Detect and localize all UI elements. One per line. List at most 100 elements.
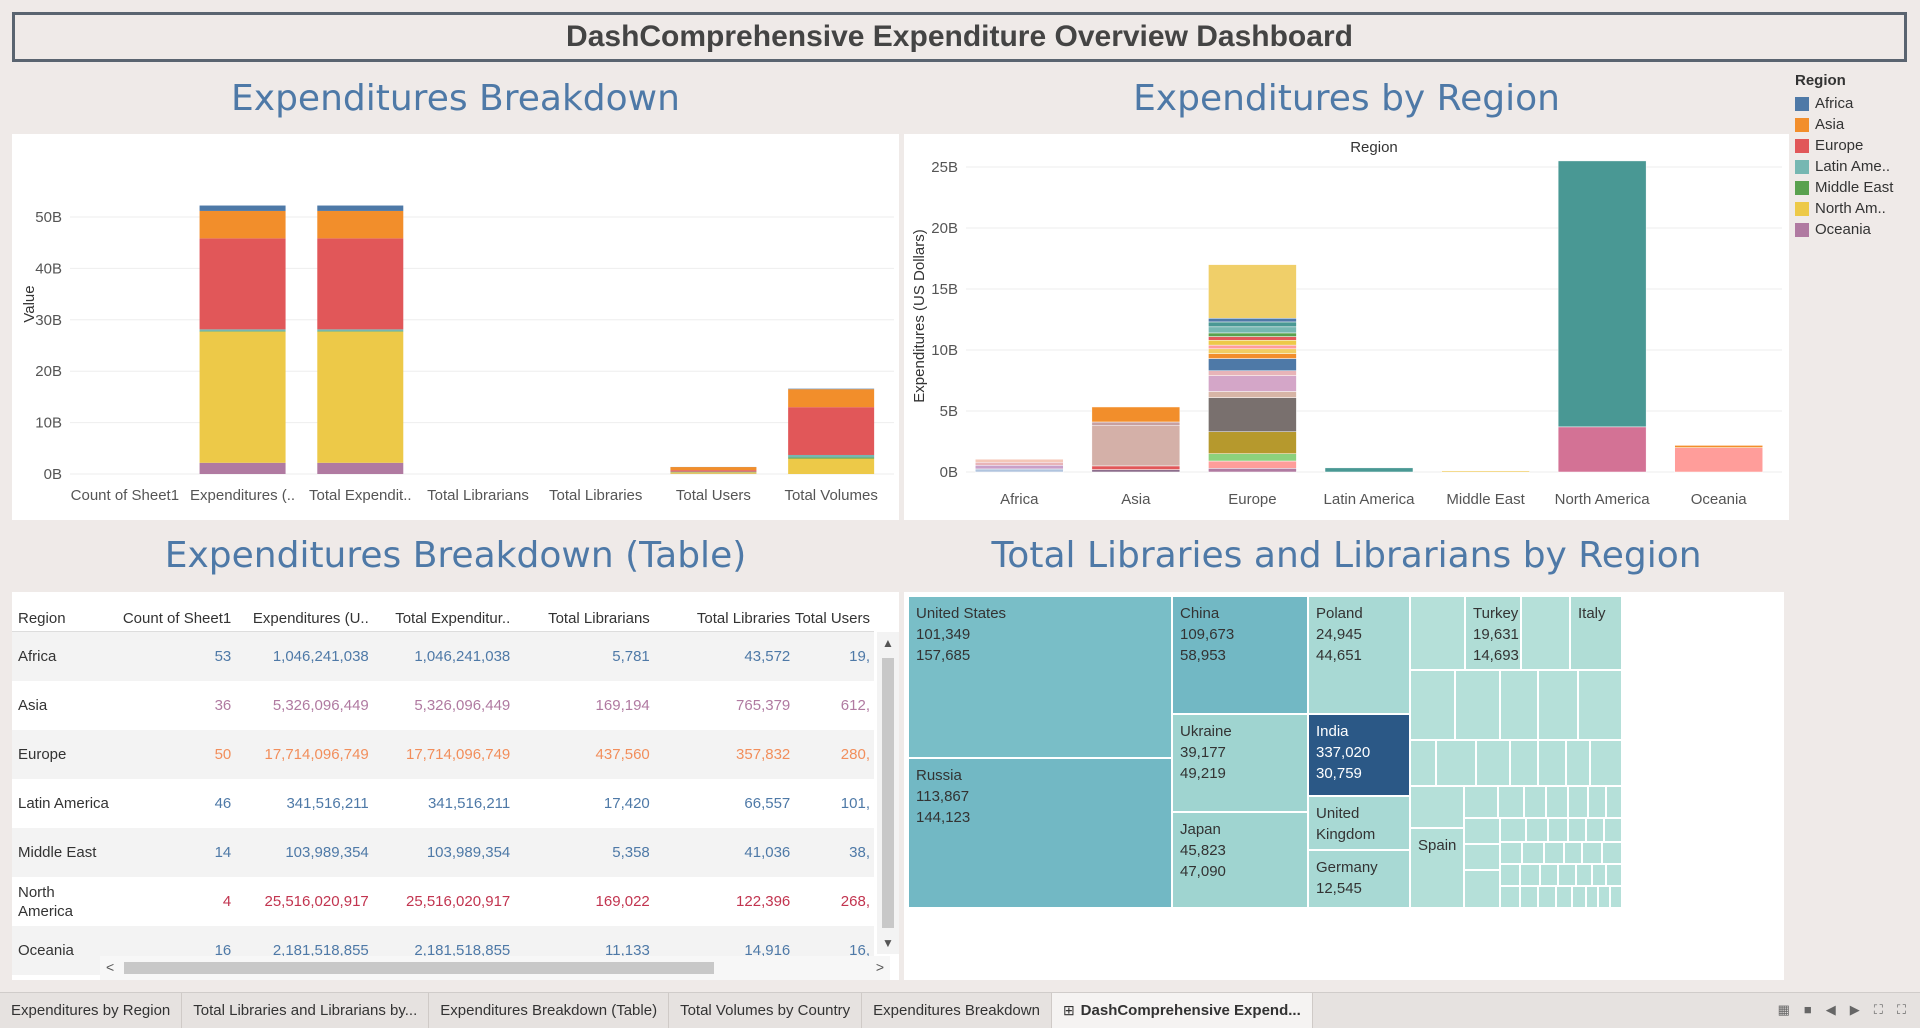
breakdown-chart[interactable]: 0B 10B 20B 30B 40B 50B Value Count of Sheet1 Exp… bbox=[12, 134, 899, 520]
table-horizontal-scrollbar[interactable]: < > bbox=[100, 956, 890, 980]
bar-segment[interactable] bbox=[1208, 453, 1297, 462]
bar-segment[interactable] bbox=[670, 471, 757, 473]
bar-segment[interactable] bbox=[670, 467, 757, 471]
bar-segment[interactable] bbox=[199, 331, 286, 463]
treemap-cell[interactable] bbox=[1410, 596, 1465, 670]
treemap-cell[interactable] bbox=[1410, 670, 1455, 740]
prev-tab-icon[interactable]: ◀ bbox=[1825, 1002, 1836, 1017]
sheet-tab[interactable]: Total Libraries and Librarians by... bbox=[182, 992, 430, 1028]
bar-segment[interactable] bbox=[975, 458, 1064, 463]
legend-item[interactable]: Latin Ame.. bbox=[1795, 156, 1915, 177]
legend-item[interactable]: North Am.. bbox=[1795, 198, 1915, 219]
bar-segment[interactable] bbox=[1208, 391, 1297, 398]
table-row[interactable]: Asia 36 5,326,096,449 5,326,096,449 169,194 7… bbox=[12, 681, 874, 730]
scroll-left-icon[interactable]: < bbox=[106, 959, 115, 975]
treemap-cell[interactable] bbox=[1602, 842, 1622, 864]
bar-segment[interactable] bbox=[788, 458, 875, 474]
bar-segment[interactable] bbox=[1208, 336, 1297, 341]
treemap-cell[interactable] bbox=[1548, 818, 1568, 842]
bar-segment[interactable] bbox=[1208, 332, 1297, 337]
bar-segment[interactable] bbox=[1091, 465, 1181, 470]
header-region[interactable]: Region bbox=[18, 610, 66, 627]
treemap-cell[interactable] bbox=[1546, 786, 1568, 818]
bar-segment[interactable] bbox=[317, 210, 404, 239]
bar-segment[interactable] bbox=[1441, 470, 1530, 473]
treemap-cell[interactable] bbox=[1476, 740, 1510, 786]
legend-item[interactable]: Middle East bbox=[1795, 177, 1915, 198]
treemap-cell[interactable] bbox=[1410, 740, 1436, 786]
treemap-cell[interactable] bbox=[1538, 740, 1566, 786]
treemap-cell[interactable]: Germany 12,545 bbox=[1308, 850, 1410, 908]
bar-segment[interactable] bbox=[1208, 397, 1297, 432]
bar-segment[interactable] bbox=[317, 238, 404, 330]
treemap-cell[interactable] bbox=[1610, 886, 1622, 908]
treemap-cell[interactable] bbox=[1582, 842, 1602, 864]
bar-segment[interactable] bbox=[1091, 425, 1181, 467]
table-row[interactable]: Europe 50 17,714,096,749 17,714,096,749 437,… bbox=[12, 730, 874, 779]
treemap-cell[interactable] bbox=[1606, 786, 1622, 818]
treemap-cell[interactable] bbox=[1606, 864, 1622, 886]
table-vertical-scrollbar[interactable]: ▲ ▼ bbox=[877, 632, 899, 954]
bar-segment[interactable] bbox=[199, 205, 286, 211]
treemap-cell[interactable]: Japan 45,823 47,090 bbox=[1172, 812, 1308, 908]
bar-segment[interactable] bbox=[1208, 370, 1297, 376]
bar-segment[interactable] bbox=[1208, 431, 1297, 454]
header-count[interactable]: Count of Sheet1 bbox=[122, 610, 232, 627]
legend-item[interactable]: Africa bbox=[1795, 93, 1915, 114]
bar-segment[interactable] bbox=[1208, 326, 1297, 334]
treemap-cell[interactable] bbox=[1568, 786, 1588, 818]
bar-segment[interactable] bbox=[1208, 344, 1297, 350]
bar-segment[interactable] bbox=[788, 457, 875, 459]
treemap-cell[interactable]: Ukraine 39,177 49,219 bbox=[1172, 714, 1308, 812]
treemap-cell[interactable] bbox=[1586, 818, 1604, 842]
bar-segment[interactable] bbox=[1208, 264, 1297, 319]
bar-segment[interactable] bbox=[1208, 460, 1297, 469]
header-expenditures[interactable]: Expenditures (U.. bbox=[252, 610, 369, 627]
treemap-cell[interactable] bbox=[1568, 818, 1586, 842]
table-row[interactable]: Latin America 46 341,516,211 341,516,211 17,… bbox=[12, 779, 874, 828]
treemap-cell[interactable] bbox=[1455, 670, 1500, 740]
treemap-cell[interactable] bbox=[1436, 740, 1476, 786]
bar-segment[interactable] bbox=[199, 462, 286, 474]
scroll-down-icon[interactable]: ▼ bbox=[882, 936, 894, 950]
sheet-tab[interactable]: Expenditures by Region bbox=[0, 992, 183, 1028]
sheet-tab[interactable]: Total Volumes by Country bbox=[669, 992, 863, 1028]
header-total-libraries[interactable]: Total Libraries bbox=[696, 610, 791, 627]
header-total-users[interactable]: Total Users bbox=[794, 610, 870, 627]
table-row[interactable]: Middle East 14 103,989,354 103,989,354 5,358… bbox=[12, 828, 874, 877]
treemap-cell[interactable] bbox=[1590, 740, 1622, 786]
horizontal-scroll-thumb[interactable] bbox=[124, 962, 714, 974]
treemap-cell[interactable]: Russia 113,867 144,123 bbox=[908, 758, 1172, 908]
treemap-cell[interactable] bbox=[1578, 670, 1622, 740]
region-legend[interactable]: Region Africa Asia Europe Latin Ame.. Middle… bbox=[1795, 72, 1915, 240]
treemap-cell[interactable] bbox=[1572, 886, 1586, 908]
treemap-cell[interactable] bbox=[1464, 844, 1500, 870]
expand-icon[interactable]: ⛶ bbox=[1896, 1002, 1906, 1017]
bar-segment[interactable] bbox=[199, 210, 286, 239]
treemap-cell[interactable]: United States 101,349 157,685 bbox=[908, 596, 1172, 758]
bar-segment[interactable] bbox=[1208, 358, 1297, 371]
treemap-cell[interactable]: Turkey 19,631 14,693 bbox=[1465, 596, 1521, 670]
bar-segment[interactable] bbox=[1208, 318, 1297, 323]
bar-segment[interactable] bbox=[199, 331, 286, 332]
treemap-cell[interactable] bbox=[1526, 818, 1548, 842]
libraries-treemap[interactable]: United States 101,349 157,685 Russia 113,867… bbox=[904, 592, 1784, 980]
treemap-cell[interactable] bbox=[1522, 842, 1544, 864]
scroll-up-icon[interactable]: ▲ bbox=[882, 636, 894, 650]
treemap-cell[interactable] bbox=[1524, 786, 1546, 818]
bar-segment[interactable] bbox=[1208, 375, 1297, 392]
treemap-cell[interactable] bbox=[1464, 818, 1500, 844]
treemap-cell[interactable]: Italy bbox=[1570, 596, 1622, 670]
treemap-cell[interactable] bbox=[1576, 864, 1592, 886]
sheet-tab[interactable]: Expenditures Breakdown (Table) bbox=[429, 992, 670, 1028]
header-total-expenditures[interactable]: Total Expenditur.. bbox=[395, 610, 511, 627]
bar-segment[interactable] bbox=[788, 389, 875, 408]
bar-segment[interactable] bbox=[1208, 339, 1297, 346]
bar-segment[interactable] bbox=[788, 454, 875, 458]
bar-segment[interactable] bbox=[317, 331, 404, 332]
bar-segment[interactable] bbox=[670, 472, 757, 474]
bar-segment[interactable] bbox=[317, 462, 404, 474]
treemap-cell[interactable] bbox=[1464, 786, 1498, 818]
treemap-cell[interactable] bbox=[1540, 864, 1558, 886]
treemap-cell[interactable] bbox=[1604, 818, 1622, 842]
